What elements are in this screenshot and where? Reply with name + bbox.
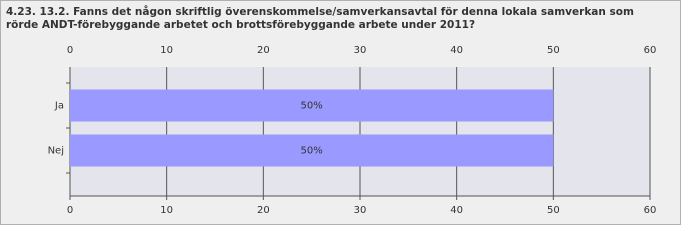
x-tick-label: 40 [450, 205, 463, 216]
x-tick-label: 60 [644, 45, 657, 56]
y-tick-label: Nej [48, 146, 64, 157]
x-tick-label: 50 [547, 205, 560, 216]
x-tick-label: 10 [160, 45, 173, 56]
value-label: 50% [301, 146, 323, 157]
value-label: 50% [301, 101, 323, 112]
x-tick-label: 40 [450, 45, 463, 56]
chart: 4.23. 13.2. Fanns det någon skriftlig öv… [0, 0, 681, 225]
x-tick-label: 60 [644, 205, 657, 216]
page: 4.23. 13.2. Fanns det någon skriftlig öv… [0, 0, 681, 225]
x-tick-label: 30 [354, 205, 367, 216]
chart-title: 4.23. 13.2. Fanns det någon skriftlig öv… [6, 5, 634, 18]
bar [70, 89, 554, 122]
x-tick-label: 0 [67, 205, 73, 216]
x-tick-label: 50 [547, 45, 560, 56]
x-tick-label: 30 [354, 45, 367, 56]
x-tick-label: 20 [257, 45, 270, 56]
bar [70, 134, 554, 167]
x-tick-label: 20 [257, 205, 270, 216]
y-tick-label: Ja [54, 101, 64, 112]
x-tick-label: 10 [160, 205, 173, 216]
chart-title: rörde ANDT-förebyggande arbetet och brot… [6, 19, 475, 31]
x-tick-label: 0 [67, 45, 73, 56]
